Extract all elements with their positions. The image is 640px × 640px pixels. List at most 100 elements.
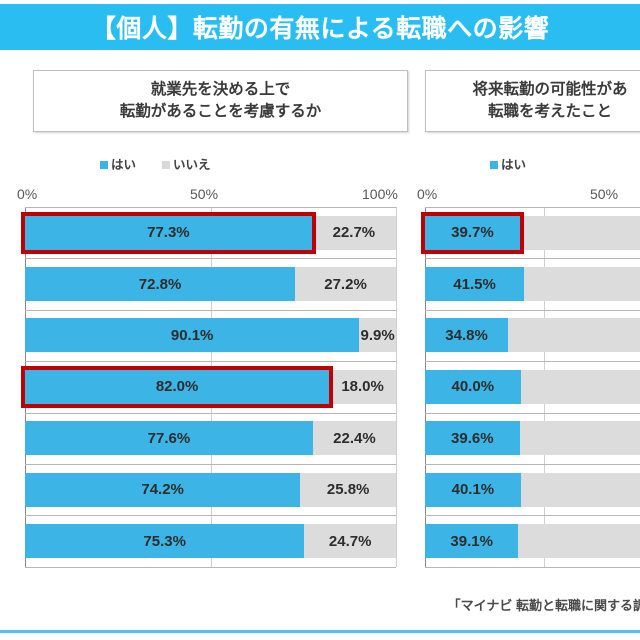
category-separator: [25, 464, 396, 465]
bar-segment-yes: 75.3%: [25, 524, 305, 559]
chart-row: 27.2% 72.8%: [25, 258, 396, 309]
bar-track: 22.7% 77.3%: [25, 215, 396, 250]
legend-item-yes: はい: [100, 159, 136, 172]
bar-segment-yes: 72.8%: [25, 267, 296, 302]
chart-row: 39.1%: [425, 515, 640, 566]
bar-segment-remainder: [508, 318, 640, 353]
chart-left-plot-area: 22.7% 77.3% 27.2% 72.8% 9.9% 90.1% 18.0% 82.0% 2…: [21, 207, 397, 568]
bar-value-label-yes: 41.5%: [453, 275, 496, 293]
title-banner: 【個人】転勤の有無による転職への影響: [0, 4, 640, 50]
bar-segment-yes: 39.7%: [425, 215, 520, 250]
bar-track: 27.2% 72.8%: [25, 267, 396, 302]
category-separator: [425, 207, 640, 208]
chart-row: 22.7% 77.3%: [25, 207, 396, 258]
bar-segment-yes: 74.2%: [25, 472, 301, 507]
bar-segment-yes: 77.6%: [25, 421, 313, 456]
bar-value-label-yes: 40.0%: [451, 378, 495, 396]
chart-row: 24.7% 75.3%: [25, 515, 396, 566]
bar-track: 40.0%: [425, 369, 640, 404]
legend-label-yes: はい: [111, 158, 137, 172]
category-separator: [425, 258, 640, 260]
bar-track: 39.6%: [425, 421, 640, 456]
bar-value-label-no: 22.4%: [333, 429, 376, 447]
legend-left: はい いいえ: [100, 159, 211, 172]
bar-segment-no: 9.9%: [359, 318, 396, 353]
category-separator: [425, 566, 640, 568]
bar-value-label-yes: 72.8%: [138, 275, 182, 293]
legend-item-no: いいえ: [162, 159, 211, 172]
bar-value-label-yes: 39.1%: [450, 532, 493, 550]
page-title: 【個人】転勤の有無による転職への影響: [90, 15, 550, 43]
bar-segment-remainder: [519, 215, 640, 250]
bar-track: 24.7% 75.3%: [25, 524, 396, 559]
bar-value-label-no: 18.0%: [341, 378, 384, 396]
question-left-text: 就業先を決める上で 転勤があることを考慮するか: [119, 80, 322, 120]
bar-segment-no: 27.2%: [295, 267, 396, 302]
bottom-rule-divider: [0, 630, 640, 633]
bar-value-label-yes: 90.1%: [170, 326, 214, 344]
bar-value-label-no: 27.2%: [324, 275, 367, 293]
legend-swatch-no-icon: [162, 161, 171, 170]
chart-row: 39.7%: [425, 207, 640, 258]
legend-swatch-yes-icon: [100, 161, 108, 170]
category-separator: [25, 566, 396, 568]
bar-segment-yes: 40.1%: [425, 472, 521, 507]
category-separator: [425, 309, 640, 311]
bar-value-label-no: 24.7%: [328, 532, 372, 550]
bar-segment-yes: 34.8%: [425, 318, 509, 353]
chart-row: 41.5%: [425, 258, 640, 309]
gridline: [396, 207, 397, 567]
axis-tick-right-0: 0%: [417, 186, 438, 202]
bar-track: 9.9% 90.1%: [25, 318, 396, 353]
chart-row: 18.0% 82.0%: [25, 361, 396, 412]
legend-label-no: いいえ: [173, 158, 211, 172]
bar-value-label-yes: 82.0%: [155, 378, 199, 396]
category-separator: [425, 515, 640, 517]
bar-segment-no: 18.0%: [329, 369, 396, 404]
bar-segment-yes: 77.3%: [25, 215, 312, 250]
category-separator: [25, 309, 396, 311]
bar-value-label-no: 25.8%: [326, 481, 370, 499]
bar-track: 18.0% 82.0%: [25, 369, 396, 404]
bar-segment-yes: 82.0%: [25, 369, 330, 404]
chart-row: 22.4% 77.6%: [25, 413, 396, 464]
bar-value-label-yes: 74.2%: [141, 481, 184, 499]
chart-row: 9.9% 90.1%: [25, 310, 396, 361]
category-separator: [25, 515, 396, 517]
bar-segment-no: 22.7%: [311, 215, 396, 250]
bar-track: 39.1%: [425, 524, 640, 559]
bar-value-label-yes: 39.7%: [451, 224, 494, 242]
bar-value-label-yes: 39.6%: [451, 429, 494, 447]
bar-segment-yes: 90.1%: [25, 318, 360, 353]
bar-segment-no: 24.7%: [304, 524, 396, 559]
category-separator: [425, 412, 640, 414]
chart-row: 39.6%: [425, 413, 640, 464]
bar-track: 41.5%: [425, 267, 640, 302]
category-separator: [25, 207, 396, 208]
question-box-left: 就業先を決める上で 転勤があることを考慮するか: [33, 70, 408, 132]
bar-segment-yes: 40.0%: [425, 369, 521, 404]
category-separator: [425, 361, 640, 363]
bar-segment-remainder: [524, 267, 640, 302]
chart-right-plot-area: 39.7% 41.5% 34.8% 40.0% 39.6% 40.1% 39.1%: [421, 207, 640, 568]
source-note: 「マイナビ 転勤と転職に関する調: [447, 598, 640, 613]
bar-value-label-yes: 77.6%: [147, 429, 191, 447]
bar-track: 40.1%: [425, 472, 640, 507]
bar-value-label-no: 22.7%: [332, 224, 376, 242]
chart-row: 40.0%: [425, 361, 640, 412]
chart-row: 25.8% 74.2%: [25, 464, 396, 515]
category-separator: [425, 464, 640, 465]
bar-segment-no: 22.4%: [312, 421, 396, 456]
bar-value-label-no: 9.9%: [360, 326, 395, 344]
bar-segment-no: 25.8%: [300, 472, 396, 507]
bar-value-label-yes: 77.3%: [147, 224, 190, 242]
bar-track: 39.7%: [425, 215, 640, 250]
axis-tick-left-50: 50%: [190, 186, 219, 202]
bar-value-label-yes: 34.8%: [445, 326, 488, 344]
bar-segment-remainder: [519, 421, 640, 456]
bar-segment-yes: 39.6%: [425, 421, 520, 456]
axis-tick-right-50: 50%: [590, 186, 619, 202]
category-separator: [25, 412, 396, 414]
legend-label-yes-right: はい: [501, 158, 527, 172]
